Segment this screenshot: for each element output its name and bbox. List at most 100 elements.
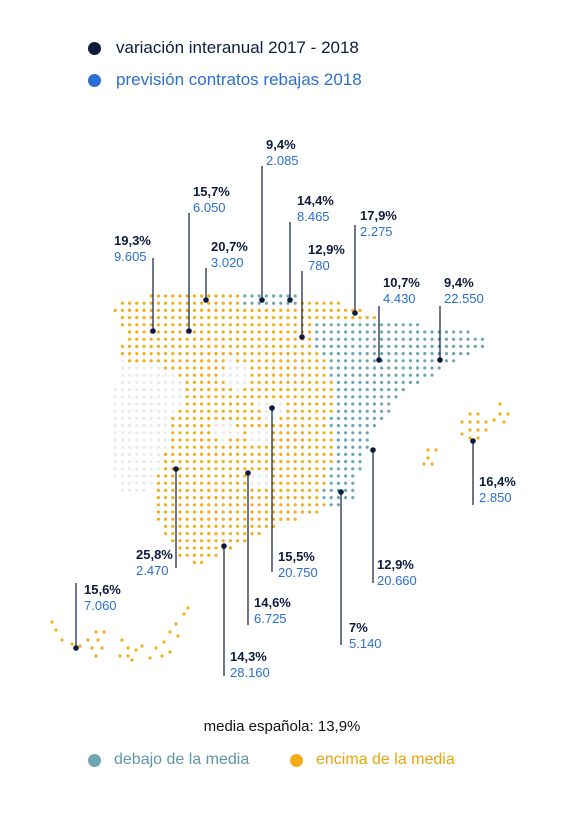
map-dot: [142, 460, 146, 464]
map-dot: [228, 474, 232, 478]
map-dot: [214, 402, 218, 406]
map-dot: [257, 337, 261, 341]
map-dot: [387, 344, 391, 348]
map-dot: [228, 294, 232, 298]
map-dot: [272, 488, 276, 492]
map-dot: [300, 452, 304, 456]
map-dot: [365, 388, 369, 392]
map-dot: [264, 460, 268, 464]
map-dot: [344, 452, 348, 456]
map-dot: [257, 460, 261, 464]
map-dot: [408, 380, 412, 384]
map-dot: [185, 524, 189, 529]
map-dot: [120, 488, 124, 492]
map-dot: [149, 402, 153, 406]
map-dot: [308, 416, 312, 420]
map-dot: [178, 380, 182, 384]
map-dot: [344, 395, 348, 399]
map-dot: [200, 496, 204, 500]
map-dot: [315, 474, 319, 478]
map-dot: [286, 488, 290, 492]
map-dot: [308, 438, 312, 442]
map-dot: [279, 445, 283, 449]
map-dot: [286, 316, 290, 320]
map-dot: [387, 337, 391, 341]
region-label: 7% 5.140: [349, 620, 382, 652]
map-dot: [236, 344, 240, 348]
map-dot: [358, 438, 362, 442]
map-dot: [329, 395, 333, 399]
map-dot: [135, 445, 139, 449]
map-dot: [200, 352, 204, 356]
map-dot: [221, 323, 225, 327]
map-dot: [293, 481, 297, 485]
map-dot: [236, 301, 240, 305]
map-dot: [214, 546, 218, 550]
map-dot: [178, 431, 182, 435]
map-dot: [200, 560, 204, 565]
map-dot: [221, 481, 225, 485]
map-dot: [358, 388, 362, 392]
map-dot: [279, 517, 283, 521]
map-dot: [498, 412, 502, 416]
map-dot: [329, 503, 333, 507]
map-dot: [257, 474, 261, 478]
map-dot: [228, 488, 232, 492]
map-dot: [401, 330, 405, 334]
map-dot: [264, 467, 268, 471]
map-dot: [372, 352, 376, 356]
map-dot: [130, 658, 134, 662]
map-dot: [128, 445, 132, 449]
map-dot: [257, 323, 261, 327]
map-dot: [279, 402, 283, 406]
map-dot: [315, 431, 319, 435]
map-dot: [286, 474, 290, 478]
map-dot: [207, 431, 211, 435]
map-dot: [264, 474, 268, 478]
region-label: 9,4% 22.550: [444, 275, 484, 307]
map-dot: [308, 409, 312, 413]
map-dot: [279, 409, 283, 413]
map-dot: [207, 409, 211, 413]
map-dot: [236, 496, 240, 500]
map-dot: [214, 474, 218, 478]
map-dot: [293, 409, 297, 413]
map-dot: [154, 646, 158, 650]
map-dot: [264, 452, 268, 456]
map-dot: [243, 366, 247, 370]
map-dot: [336, 330, 340, 334]
map-dot: [315, 330, 319, 334]
map-dot: [214, 460, 218, 464]
map-dot: [380, 388, 384, 392]
map-dot: [300, 460, 304, 464]
map-dot: [272, 460, 276, 464]
map-dot: [423, 366, 427, 370]
map-dot: [214, 424, 218, 428]
map-dot: [380, 402, 384, 406]
map-dot: [365, 373, 369, 377]
map-dot: [257, 424, 261, 428]
map-dot: [286, 460, 290, 464]
map-dot: [200, 474, 204, 478]
map-dot: [358, 467, 362, 471]
map-dot: [426, 456, 430, 460]
map-dot: [221, 366, 225, 370]
map-dot: [171, 395, 175, 399]
map-dot: [394, 359, 398, 363]
legend-label: debajo de la media: [114, 751, 250, 768]
map-dot: [200, 460, 204, 464]
map-dot: [365, 352, 369, 356]
map-dot: [135, 402, 139, 406]
map-dot: [149, 438, 153, 442]
region-marker: [437, 357, 443, 363]
map-dot: [113, 452, 117, 456]
map-dot: [279, 316, 283, 320]
map-dot: [315, 402, 319, 406]
map-dot: [178, 330, 182, 334]
map-dot: [423, 352, 427, 356]
map-dot: [300, 366, 304, 370]
map-dot: [156, 337, 160, 341]
teal-dot-icon: [88, 754, 101, 767]
map-dot: [120, 366, 124, 370]
map-dot: [207, 337, 211, 341]
